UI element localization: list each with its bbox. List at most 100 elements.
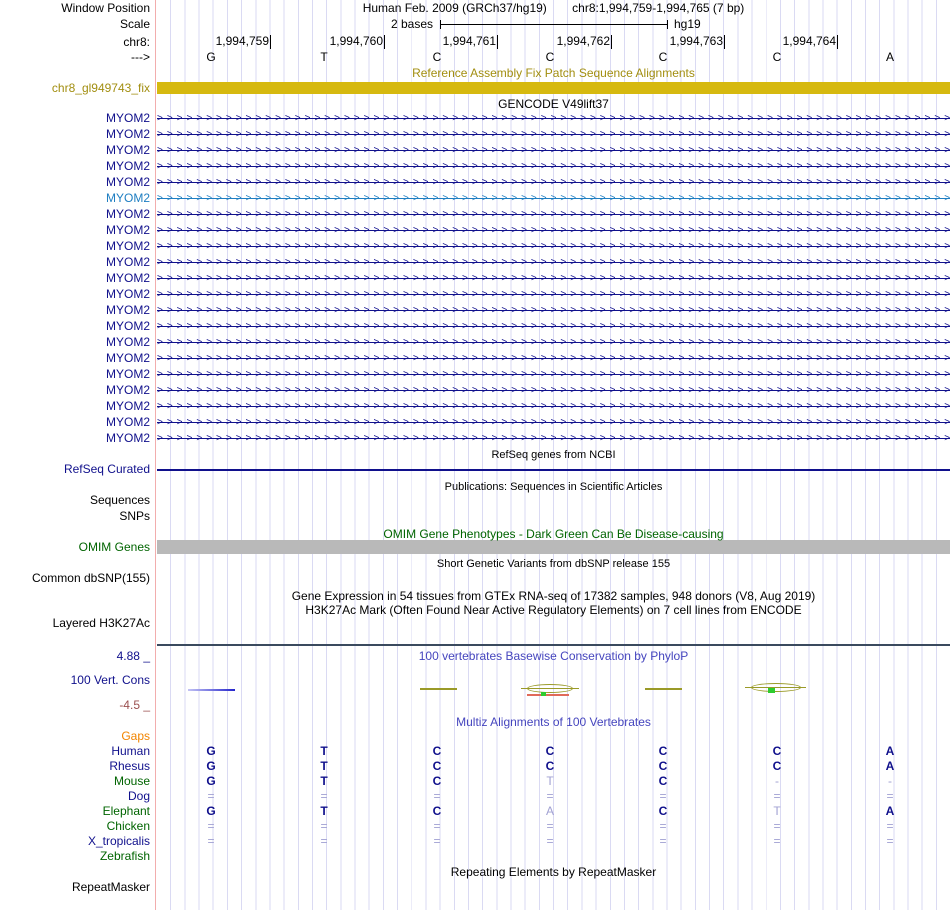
alignment-base: = <box>207 789 215 803</box>
alignment-base: = <box>773 834 781 848</box>
alignment-base: C <box>772 744 782 758</box>
fix-patch-item-bar[interactable] <box>157 82 950 94</box>
gene-transcript-line[interactable]: >>>>>>>>>>>>>>>>>>>>>>>>>>>>>>>>>>>>>>>>… <box>157 383 950 398</box>
gene-label[interactable]: MYOM2 <box>105 159 150 173</box>
genome-label: hg19 <box>674 17 701 31</box>
phylop-mark <box>527 694 569 696</box>
species-track-label[interactable]: Zebrafish <box>99 849 150 863</box>
gene-label[interactable]: MYOM2 <box>105 271 150 285</box>
refseq-curated-track-label[interactable]: RefSeq Curated <box>63 462 150 476</box>
gene-transcript-line[interactable]: >>>>>>>>>>>>>>>>>>>>>>>>>>>>>>>>>>>>>>>>… <box>157 127 950 142</box>
omim-genes-track-label[interactable]: OMIM Genes <box>78 540 150 554</box>
species-track-label[interactable]: Chicken <box>106 819 150 833</box>
fix-patch-track-label[interactable]: chr8_gl949743_fix <box>51 81 150 95</box>
gene-transcript-line[interactable]: >>>>>>>>>>>>>>>>>>>>>>>>>>>>>>>>>>>>>>>>… <box>157 159 950 174</box>
gene-label[interactable]: MYOM2 <box>105 143 150 157</box>
gene-transcript-line[interactable]: >>>>>>>>>>>>>>>>>>>>>>>>>>>>>>>>>>>>>>>>… <box>157 303 950 318</box>
phylop-track-title: 100 vertebrates Basewise Conservation by… <box>418 649 689 663</box>
alignment-base: C <box>772 759 782 773</box>
repeatmasker-track-label[interactable]: RepeatMasker <box>71 880 150 894</box>
phylop-min-value: -4.5 _ <box>119 698 150 712</box>
gene-label[interactable]: MYOM2 <box>105 207 150 221</box>
gene-transcript-line[interactable]: >>>>>>>>>>>>>>>>>>>>>>>>>>>>>>>>>>>>>>>>… <box>157 319 950 334</box>
reference-base: T <box>320 50 328 64</box>
gene-transcript-line[interactable]: >>>>>>>>>>>>>>>>>>>>>>>>>>>>>>>>>>>>>>>>… <box>157 431 950 446</box>
species-track-label[interactable]: Mouse <box>113 774 150 788</box>
gene-label[interactable]: MYOM2 <box>105 351 150 365</box>
snps-track-label[interactable]: SNPs <box>119 509 150 523</box>
gene-label[interactable]: MYOM2 <box>105 319 150 333</box>
alignment-base: = <box>659 819 667 833</box>
scale-ruler <box>440 20 668 29</box>
phylop-track-label[interactable]: 100 Vert. Cons <box>70 673 150 687</box>
alignment-base: G <box>206 774 216 788</box>
alignment-base: = <box>320 819 328 833</box>
gene-label[interactable]: MYOM2 <box>105 255 150 269</box>
gene-transcript-line[interactable]: >>>>>>>>>>>>>>>>>>>>>>>>>>>>>>>>>>>>>>>>… <box>157 351 950 366</box>
alignment-base: = <box>320 789 328 803</box>
species-track-label[interactable]: Elephant <box>102 804 150 818</box>
phylop-mark <box>645 688 682 690</box>
gene-label[interactable]: MYOM2 <box>105 399 150 413</box>
species-track-label[interactable]: Human <box>111 744 150 758</box>
gene-transcript-line[interactable]: >>>>>>>>>>>>>>>>>>>>>>>>>>>>>>>>>>>>>>>>… <box>157 191 950 206</box>
alignment-base: C <box>658 804 668 818</box>
species-track-label[interactable]: Dog <box>127 789 150 803</box>
window-position-title: Human Feb. 2009 (GRCh37/hg19) chr8:1,994… <box>157 1 950 16</box>
assembly-title: Human Feb. 2009 (GRCh37/hg19) <box>362 1 547 15</box>
gene-transcript-line[interactable]: >>>>>>>>>>>>>>>>>>>>>>>>>>>>>>>>>>>>>>>>… <box>157 415 950 430</box>
alignment-base: C <box>432 804 442 818</box>
refseq-gene-item[interactable] <box>157 469 950 471</box>
gene-transcript-line[interactable]: >>>>>>>>>>>>>>>>>>>>>>>>>>>>>>>>>>>>>>>>… <box>157 367 950 382</box>
gene-label[interactable]: MYOM2 <box>105 415 150 429</box>
alignment-base: C <box>432 744 442 758</box>
gene-label[interactable]: MYOM2 <box>105 287 150 301</box>
window-position-label: Window Position <box>61 1 150 15</box>
gene-transcript-line[interactable]: >>>>>>>>>>>>>>>>>>>>>>>>>>>>>>>>>>>>>>>>… <box>157 223 950 238</box>
gene-transcript-line[interactable]: >>>>>>>>>>>>>>>>>>>>>>>>>>>>>>>>>>>>>>>>… <box>157 143 950 158</box>
gaps-track-label[interactable]: Gaps <box>121 729 150 743</box>
alignment-base: A <box>545 804 554 818</box>
alignment-base: = <box>433 789 441 803</box>
reference-base: C <box>545 50 555 64</box>
alignment-base: = <box>320 834 328 848</box>
coordinate-label: 1,994,763 <box>613 35 725 49</box>
gene-label[interactable]: MYOM2 <box>105 223 150 237</box>
gene-transcript-line[interactable]: >>>>>>>>>>>>>>>>>>>>>>>>>>>>>>>>>>>>>>>>… <box>157 399 950 414</box>
gene-label[interactable]: MYOM2 <box>105 367 150 381</box>
coordinate-label: 1,994,764 <box>726 35 838 49</box>
gene-label[interactable]: MYOM2 <box>105 303 150 317</box>
gene-transcript-line[interactable]: >>>>>>>>>>>>>>>>>>>>>>>>>>>>>>>>>>>>>>>>… <box>157 111 950 126</box>
gene-label[interactable]: MYOM2 <box>105 239 150 253</box>
alignment-base: C <box>658 744 668 758</box>
alignment-base: = <box>433 834 441 848</box>
gene-transcript-line[interactable]: >>>>>>>>>>>>>>>>>>>>>>>>>>>>>>>>>>>>>>>>… <box>157 239 950 254</box>
sequences-track-label[interactable]: Sequences <box>89 493 150 507</box>
gene-transcript-line[interactable]: >>>>>>>>>>>>>>>>>>>>>>>>>>>>>>>>>>>>>>>>… <box>157 287 950 302</box>
gene-label[interactable]: MYOM2 <box>105 431 150 445</box>
species-track-label[interactable]: X_tropicalis <box>87 834 150 848</box>
coordinate-label: 1,994,761 <box>386 35 498 49</box>
publications-track-title: Publications: Sequences in Scientific Ar… <box>444 481 663 493</box>
gene-label[interactable]: MYOM2 <box>105 127 150 141</box>
phylop-mark <box>420 688 457 690</box>
gene-transcript-line[interactable]: >>>>>>>>>>>>>>>>>>>>>>>>>>>>>>>>>>>>>>>>… <box>157 207 950 222</box>
species-track-label[interactable]: Rhesus <box>109 759 150 773</box>
gene-transcript-line[interactable]: >>>>>>>>>>>>>>>>>>>>>>>>>>>>>>>>>>>>>>>>… <box>157 271 950 286</box>
dbsnp-track-label[interactable]: Common dbSNP(155) <box>31 571 150 585</box>
omim-gene-item-bar[interactable] <box>157 540 950 554</box>
gene-label[interactable]: MYOM2 <box>105 111 150 125</box>
gene-label[interactable]: MYOM2 <box>105 175 150 189</box>
gencode-track-title: GENCODE V49lift37 <box>498 97 609 111</box>
h3k27ac-track-label[interactable]: Layered H3K27Ac <box>52 616 150 630</box>
alignment-base: G <box>206 744 216 758</box>
gene-transcript-line[interactable]: >>>>>>>>>>>>>>>>>>>>>>>>>>>>>>>>>>>>>>>>… <box>157 255 950 270</box>
position-title: chr8:1,994,759-1,994,765 (7 bp) <box>572 1 745 15</box>
gene-transcript-line[interactable]: >>>>>>>>>>>>>>>>>>>>>>>>>>>>>>>>>>>>>>>>… <box>157 335 950 350</box>
gene-label[interactable]: MYOM2 <box>105 335 150 349</box>
alignment-base: C <box>545 744 555 758</box>
gene-transcript-line[interactable]: >>>>>>>>>>>>>>>>>>>>>>>>>>>>>>>>>>>>>>>>… <box>157 175 950 190</box>
gene-label[interactable]: MYOM2 <box>105 191 150 205</box>
gene-label[interactable]: MYOM2 <box>105 383 150 397</box>
alignment-base: = <box>886 819 894 833</box>
